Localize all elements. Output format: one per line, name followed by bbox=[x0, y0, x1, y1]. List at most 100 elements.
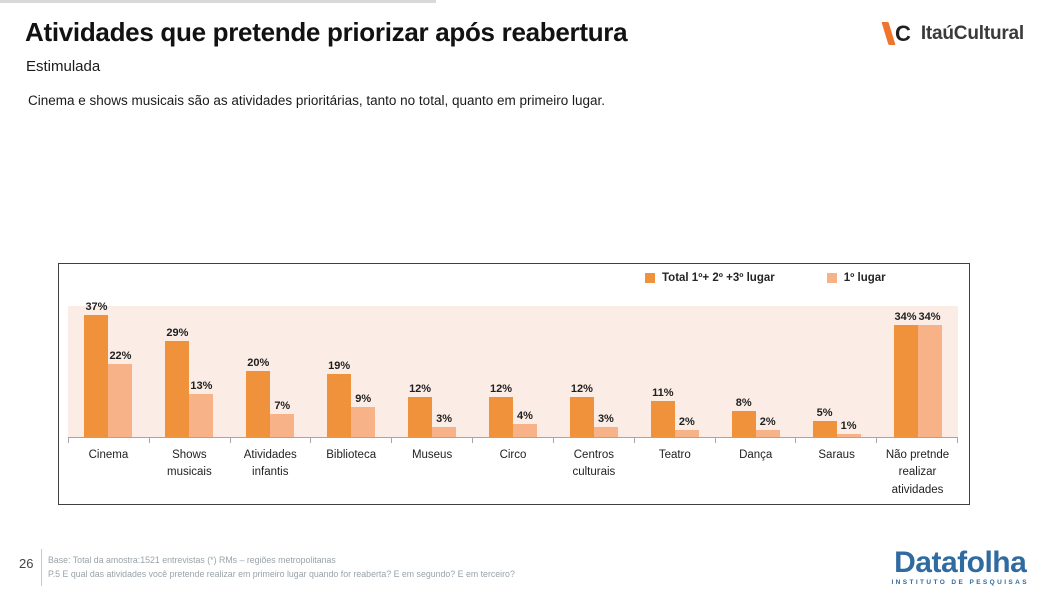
category-label: Centros culturais bbox=[572, 449, 616, 479]
legend-label-total: Total 1º+ 2º +3º lugar bbox=[662, 272, 775, 284]
category-label: Museus bbox=[411, 449, 453, 461]
value-label: 13% bbox=[190, 380, 213, 393]
value-label: 3% bbox=[597, 413, 614, 426]
plot-area: 37% 22% 29% 13% 20% 7% 19% 9% 12% 3% 12% 4% 12% 3% 11%… bbox=[68, 301, 958, 438]
bar-group: 11% 2% bbox=[634, 306, 715, 437]
bar-group: 8% 2% bbox=[715, 306, 796, 437]
page-number: 26 bbox=[19, 556, 34, 571]
bar-first-place: 7% bbox=[270, 400, 295, 437]
bar-group: 29% 13% bbox=[149, 306, 230, 437]
bar-group: 20% 7% bbox=[230, 306, 311, 437]
category-label: Saraus bbox=[818, 449, 855, 461]
value-label: 11% bbox=[652, 386, 674, 399]
axis-tick bbox=[554, 438, 635, 443]
bar-group: 12% 3% bbox=[392, 306, 473, 437]
bar-total: 34% bbox=[893, 311, 918, 437]
axis-tick bbox=[311, 438, 393, 443]
bar-first-place: 3% bbox=[593, 413, 618, 437]
legend-item-first-place: 1º lugar bbox=[826, 272, 886, 284]
value-label: 34% bbox=[894, 310, 917, 323]
value-label: 22% bbox=[109, 350, 132, 363]
key-finding-text: Cinema e shows musicais são as atividade… bbox=[28, 93, 606, 108]
value-label: 7% bbox=[274, 399, 291, 412]
bar-group: 34% 34% bbox=[877, 306, 958, 437]
bar-total: 37% bbox=[84, 301, 109, 437]
itau-cultural-wordmark: ItaúCultural bbox=[920, 22, 1024, 44]
chart-legend: Total 1º+ 2º +3º lugar 1º lugar bbox=[645, 272, 886, 284]
bar-first-place: 13% bbox=[189, 380, 214, 437]
page-title: Atividades que pretende priorizar após r… bbox=[25, 17, 628, 47]
bar-first-place: 2% bbox=[755, 416, 780, 437]
legend-swatch-total bbox=[645, 273, 655, 283]
category-label: Teatro bbox=[658, 449, 691, 461]
footer-notes: Base: Total da amostra:1521 entrevistas … bbox=[48, 553, 648, 581]
bar-first-place: 1% bbox=[836, 420, 861, 437]
value-label: 2% bbox=[759, 416, 776, 429]
bar-total: 12% bbox=[408, 383, 433, 437]
bar-total: 11% bbox=[650, 387, 675, 437]
value-label: 3% bbox=[436, 413, 453, 426]
legend-item-total: Total 1º+ 2º +3º lugar bbox=[645, 272, 775, 284]
bar-group: 5% 1% bbox=[796, 306, 877, 437]
datafolha-wordmark: Datafolha bbox=[894, 545, 1027, 579]
value-label: 5% bbox=[816, 406, 833, 419]
category-label: Cinema bbox=[88, 449, 129, 461]
value-label: 2% bbox=[678, 416, 695, 429]
footer-divider bbox=[41, 549, 42, 586]
bar-first-place: 34% bbox=[917, 311, 942, 437]
bar-first-place: 2% bbox=[674, 416, 699, 437]
axis-tick bbox=[150, 438, 231, 443]
datafolha-tagline: INSTITUTO DE PESQUISAS bbox=[891, 578, 1029, 586]
axis-tick bbox=[231, 438, 312, 443]
itau-c-letter: C bbox=[894, 20, 911, 46]
bar-total: 29% bbox=[165, 327, 190, 437]
bar-first-place: 22% bbox=[108, 350, 133, 437]
category-label: Biblioteca bbox=[326, 449, 377, 461]
bar-first-place: 3% bbox=[432, 413, 457, 437]
value-label: 37% bbox=[85, 300, 108, 313]
x-axis-labels: Cinema Shows musicais Atividades infantis B… bbox=[68, 447, 958, 499]
value-label: 29% bbox=[166, 327, 189, 340]
bar-group: 37% 22% bbox=[68, 301, 149, 437]
itau-cultural-logo: C ItaúCultural bbox=[881, 20, 1024, 46]
bar-total: 5% bbox=[812, 407, 837, 437]
axis-tick bbox=[392, 438, 474, 443]
value-label: 34% bbox=[918, 310, 941, 323]
legend-label-first-place: 1º lugar bbox=[843, 272, 886, 284]
category-label: Circo bbox=[499, 449, 527, 461]
category-label: Dança bbox=[739, 449, 773, 461]
bar-total: 12% bbox=[569, 383, 594, 437]
datafolha-logo: Datafolha INSTITUTO DE PESQUISAS bbox=[891, 545, 1029, 587]
page-subtitle: Estimulada bbox=[26, 58, 101, 75]
bar-total: 20% bbox=[246, 357, 271, 437]
category-label: Atividades infantis bbox=[243, 449, 297, 479]
axis-tick bbox=[635, 438, 716, 443]
legend-swatch-first-place bbox=[826, 273, 837, 283]
bar-group: 12% 4% bbox=[473, 306, 554, 437]
value-label: 8% bbox=[735, 396, 752, 409]
bar-group: 19% 9% bbox=[311, 306, 392, 437]
footer-question-line: P.5 E qual das atividades você pretende … bbox=[48, 569, 515, 579]
bar-first-place: 4% bbox=[512, 410, 537, 437]
bars-row: 37% 22% 29% 13% 20% 7% 19% 9% 12% 3% 12% 4% 12% 3% 11%… bbox=[68, 301, 958, 437]
axis-tick bbox=[877, 438, 958, 443]
window-top-edge bbox=[0, 0, 436, 3]
bar-total: 8% bbox=[731, 397, 756, 437]
axis-tick bbox=[68, 438, 150, 443]
bar-total: 12% bbox=[488, 383, 513, 437]
value-label: 9% bbox=[355, 393, 372, 406]
category-label: Não pretnde realizar atividades bbox=[885, 449, 950, 496]
itau-slash-icon bbox=[881, 22, 896, 45]
category-label: Shows musicais bbox=[166, 449, 212, 479]
value-label: 1% bbox=[840, 419, 857, 432]
value-label: 12% bbox=[489, 383, 512, 396]
x-axis-ticks bbox=[68, 438, 958, 443]
bar-chart: Total 1º+ 2º +3º lugar 1º lugar 37% 22% 29… bbox=[58, 263, 970, 505]
footer-base-line: Base: Total da amostra:1521 entrevistas … bbox=[48, 555, 336, 565]
axis-tick bbox=[473, 438, 554, 443]
bar-first-place: 9% bbox=[351, 393, 376, 437]
bar-total: 19% bbox=[327, 360, 352, 437]
bar-group: 12% 3% bbox=[553, 306, 634, 437]
value-label: 12% bbox=[409, 383, 432, 396]
